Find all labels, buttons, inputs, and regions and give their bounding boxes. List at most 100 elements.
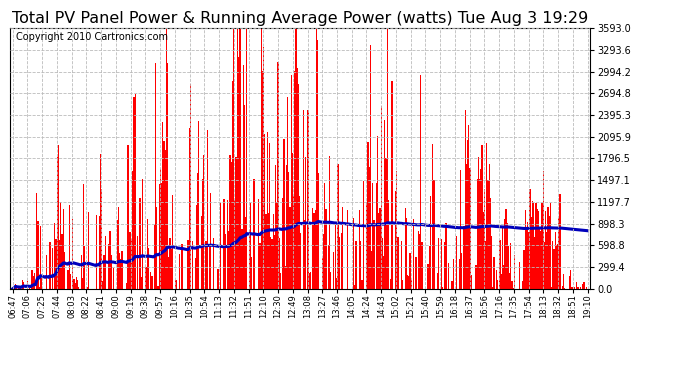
- Bar: [466, 164, 467, 289]
- Bar: [13, 287, 14, 289]
- Bar: [172, 195, 173, 289]
- Bar: [14, 284, 16, 289]
- Bar: [531, 217, 532, 289]
- Bar: [417, 231, 419, 289]
- Bar: [286, 165, 287, 289]
- Bar: [72, 219, 73, 289]
- Bar: [532, 201, 533, 289]
- Bar: [378, 213, 380, 289]
- Bar: [538, 211, 539, 289]
- Bar: [37, 221, 39, 289]
- Bar: [131, 239, 132, 289]
- Bar: [555, 245, 557, 289]
- Bar: [57, 157, 58, 289]
- Bar: [432, 144, 433, 289]
- Bar: [273, 214, 274, 289]
- Bar: [479, 179, 480, 289]
- Bar: [419, 234, 420, 289]
- Bar: [316, 7, 317, 289]
- Bar: [151, 276, 152, 289]
- Bar: [262, 71, 263, 289]
- Bar: [169, 238, 170, 289]
- Bar: [58, 146, 59, 289]
- Bar: [372, 183, 373, 289]
- Bar: [570, 270, 571, 289]
- Bar: [154, 225, 155, 289]
- Bar: [328, 246, 329, 289]
- Bar: [16, 286, 17, 289]
- Bar: [276, 202, 277, 289]
- Bar: [297, 68, 298, 289]
- Bar: [250, 202, 251, 289]
- Text: Copyright 2010 Cartronics.com: Copyright 2010 Cartronics.com: [16, 32, 168, 42]
- Bar: [156, 207, 157, 289]
- Bar: [284, 266, 286, 289]
- Bar: [196, 205, 197, 289]
- Bar: [453, 260, 454, 289]
- Bar: [491, 236, 492, 289]
- Bar: [576, 282, 578, 289]
- Bar: [330, 272, 331, 289]
- Bar: [117, 220, 118, 289]
- Bar: [503, 265, 504, 289]
- Bar: [485, 241, 486, 289]
- Bar: [336, 278, 337, 289]
- Bar: [77, 280, 78, 289]
- Bar: [299, 196, 300, 289]
- Bar: [315, 210, 316, 289]
- Bar: [500, 274, 502, 289]
- Bar: [509, 273, 510, 289]
- Bar: [41, 278, 42, 289]
- Bar: [268, 213, 269, 289]
- Bar: [384, 120, 385, 289]
- Bar: [167, 63, 168, 289]
- Bar: [210, 194, 211, 289]
- Bar: [471, 274, 472, 289]
- Bar: [489, 164, 490, 289]
- Bar: [271, 239, 273, 289]
- Bar: [109, 231, 110, 289]
- Bar: [526, 230, 527, 289]
- Bar: [317, 40, 318, 289]
- Bar: [22, 280, 23, 289]
- Bar: [179, 254, 180, 289]
- Bar: [99, 216, 100, 289]
- Bar: [376, 183, 377, 289]
- Bar: [277, 62, 279, 289]
- Bar: [302, 110, 304, 289]
- Bar: [23, 282, 24, 289]
- Bar: [19, 288, 21, 289]
- Bar: [386, 0, 388, 289]
- Bar: [188, 128, 190, 289]
- Bar: [430, 196, 431, 289]
- Bar: [237, 0, 238, 289]
- Bar: [269, 143, 270, 289]
- Bar: [533, 203, 534, 289]
- Bar: [557, 244, 558, 289]
- Bar: [583, 282, 584, 289]
- Bar: [318, 173, 319, 289]
- Bar: [333, 252, 334, 289]
- Bar: [259, 243, 261, 289]
- Bar: [229, 154, 230, 289]
- Bar: [230, 162, 232, 289]
- Bar: [427, 264, 428, 289]
- Bar: [39, 287, 40, 289]
- Bar: [397, 237, 399, 289]
- Bar: [506, 224, 508, 289]
- Bar: [445, 223, 446, 289]
- Bar: [545, 211, 546, 289]
- Bar: [70, 274, 71, 289]
- Bar: [164, 150, 166, 289]
- Bar: [442, 287, 443, 289]
- Bar: [391, 81, 393, 289]
- Bar: [119, 253, 120, 289]
- Bar: [170, 249, 172, 289]
- Bar: [26, 281, 28, 289]
- Bar: [368, 167, 370, 289]
- Bar: [451, 281, 453, 289]
- Bar: [137, 236, 138, 289]
- Bar: [371, 251, 372, 289]
- Bar: [198, 122, 199, 289]
- Bar: [401, 241, 402, 289]
